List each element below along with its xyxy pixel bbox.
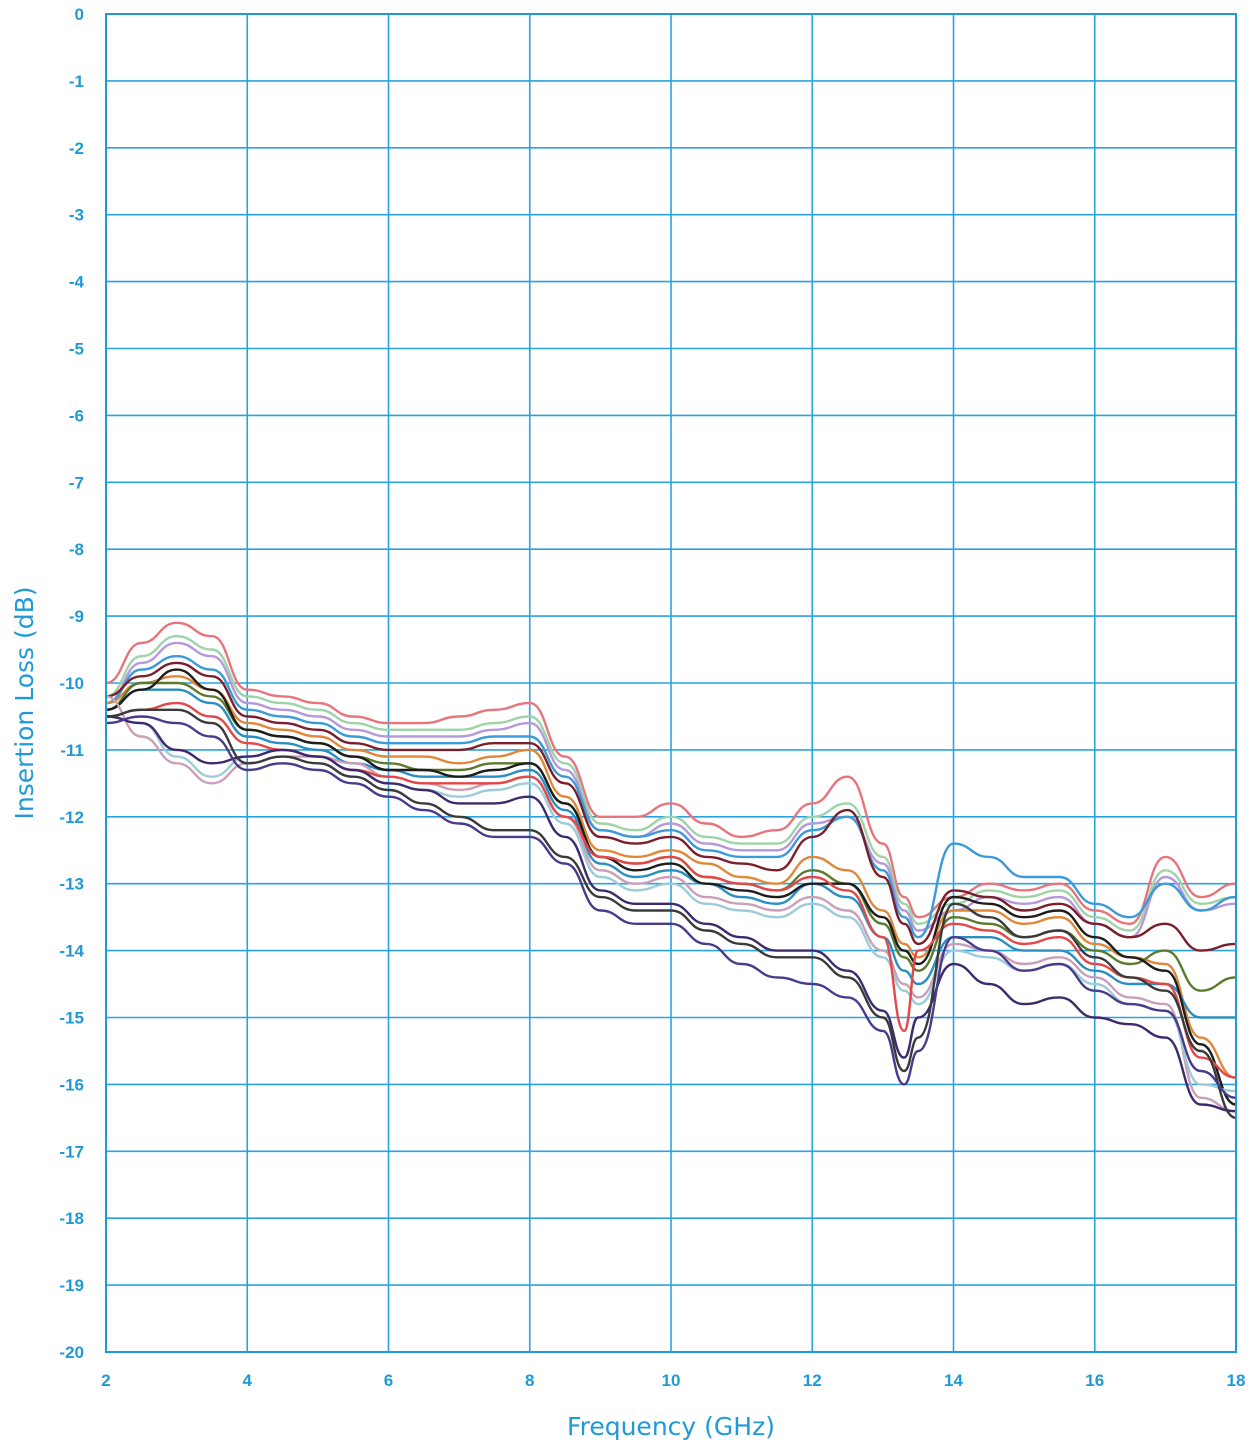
series-line-5	[105, 661, 1237, 952]
x-tick-label: 14	[944, 1371, 963, 1390]
series-line-14	[105, 708, 1237, 1119]
x-tick-label: 16	[1085, 1371, 1104, 1390]
y-tick-label: -20	[59, 1343, 84, 1362]
series-line-6	[105, 675, 1237, 1079]
x-axis-tick-labels: 2 4 6 8 10 12 14 16 18	[101, 1371, 1245, 1390]
series-line-15	[105, 715, 1237, 1099]
gridlines	[105, 13, 1237, 1353]
y-tick-label: -1	[69, 72, 84, 91]
series-line-8	[105, 688, 1236, 1019]
y-axis-tick-labels: 0 -1 -2 -3 -4 -5 -6 -7 -8 -9 -10 -11 -12 -13 -14 -15 -16…	[59, 5, 84, 1362]
y-tick-label: -19	[59, 1276, 84, 1295]
plot-frame	[105, 13, 1237, 1353]
y-tick-label: -9	[69, 607, 84, 626]
series-line-3	[105, 641, 1237, 939]
series-line-2	[105, 635, 1237, 932]
y-axis-title: Insertion Loss (dB)	[10, 586, 39, 819]
series-line-4	[105, 655, 1237, 939]
y-tick-label: -12	[59, 808, 84, 827]
y-tick-label: -2	[69, 139, 84, 158]
x-axis-title: Frequency (GHz)	[567, 1412, 775, 1441]
y-tick-label: -7	[69, 473, 84, 492]
y-tick-label: -17	[59, 1142, 84, 1161]
x-tick-label: 12	[803, 1371, 822, 1390]
x-tick-label: 10	[662, 1371, 681, 1390]
series-line-13	[105, 715, 1237, 1113]
x-tick-label: 6	[384, 1371, 393, 1390]
x-tick-label: 18	[1227, 1371, 1246, 1390]
x-tick-label: 2	[101, 1371, 110, 1390]
y-tick-label: -4	[69, 273, 85, 292]
y-tick-label: -13	[59, 875, 84, 894]
y-tick-label: -18	[59, 1209, 84, 1228]
y-tick-label: -10	[59, 674, 84, 693]
y-tick-label: -6	[69, 406, 84, 425]
y-tick-label: -8	[69, 540, 84, 559]
x-tick-label: 4	[243, 1371, 253, 1390]
series-line-9	[105, 668, 1237, 1106]
x-tick-label: 8	[525, 1371, 534, 1390]
y-tick-label: 0	[75, 5, 84, 24]
series-line-1	[105, 621, 1237, 925]
y-tick-label: -3	[69, 206, 84, 225]
y-tick-label: -14	[59, 942, 84, 961]
y-tick-label: -5	[69, 340, 84, 359]
y-tick-label: -16	[59, 1075, 84, 1094]
series-lines	[105, 621, 1237, 1119]
series-line-10	[105, 695, 1237, 1113]
y-tick-label: -15	[59, 1009, 84, 1028]
y-tick-label: -11	[60, 741, 84, 760]
